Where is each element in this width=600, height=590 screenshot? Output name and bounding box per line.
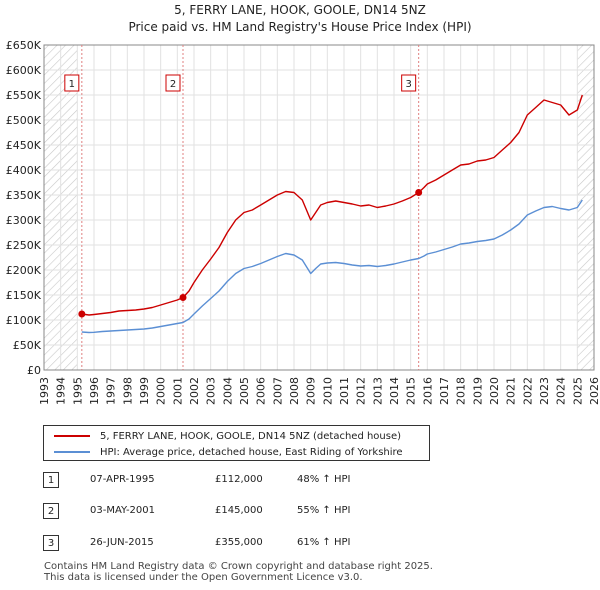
x-tick-label: 2001 bbox=[171, 377, 184, 405]
sale-price: £112,000 bbox=[215, 474, 263, 485]
sale-date: 26-JUN-2015 bbox=[90, 537, 154, 548]
footer: Contains HM Land Registry data © Crown c… bbox=[44, 561, 433, 583]
x-tick-label: 2002 bbox=[188, 377, 201, 405]
y-tick-label: £150K bbox=[6, 289, 42, 302]
y-tick-label: £500K bbox=[6, 114, 42, 127]
hatched-region bbox=[577, 45, 594, 370]
x-tick-label: 2003 bbox=[205, 377, 218, 405]
x-tick-label: 2020 bbox=[488, 377, 501, 405]
x-tick-label: 2018 bbox=[455, 377, 468, 405]
y-tick-label: £0 bbox=[27, 364, 41, 377]
sale-hpi-change: 48% ↑ HPI bbox=[297, 474, 351, 485]
y-tick-label: £250K bbox=[6, 239, 42, 252]
sale-row: 2 03-MAY-2001 £145,000 55% ↑ HPI bbox=[43, 503, 383, 521]
x-tick-label: 1998 bbox=[121, 377, 134, 405]
y-tick-label: £100K bbox=[6, 314, 42, 327]
x-tick-label: 2016 bbox=[421, 377, 434, 405]
y-tick-label: £600K bbox=[6, 64, 42, 77]
y-tick-label: £350K bbox=[6, 189, 42, 202]
sale-marker: 3 bbox=[43, 535, 59, 551]
sale-marker-label: 3 bbox=[405, 79, 411, 90]
sale-marker: 2 bbox=[43, 503, 59, 519]
y-tick-label: £200K bbox=[6, 264, 42, 277]
sale-point bbox=[415, 189, 423, 196]
x-tick-label: 2021 bbox=[505, 377, 518, 405]
x-tick-label: 2023 bbox=[538, 377, 551, 405]
x-tick-label: 2017 bbox=[438, 377, 451, 405]
legend-label-property: 5, FERRY LANE, HOOK, GOOLE, DN14 5NZ (de… bbox=[100, 430, 402, 442]
x-tick-label: 1994 bbox=[55, 377, 68, 405]
legend-swatch-property bbox=[54, 435, 90, 437]
x-tick-label: 2022 bbox=[521, 377, 534, 405]
sale-marker-box bbox=[165, 74, 181, 92]
sale-point bbox=[179, 294, 187, 301]
sale-price: £145,000 bbox=[215, 505, 263, 516]
x-tick-label: 2013 bbox=[371, 377, 384, 405]
sale-marker-label: 1 bbox=[69, 79, 75, 90]
sale-row: 3 26-JUN-2015 £355,000 61% ↑ HPI bbox=[43, 535, 383, 553]
sale-hpi-change: 55% ↑ HPI bbox=[297, 505, 351, 516]
x-tick-label: 2012 bbox=[355, 377, 368, 405]
y-tick-label: £50K bbox=[13, 339, 42, 352]
x-tick-label: 2011 bbox=[338, 377, 351, 405]
y-tick-label: £450K bbox=[6, 139, 42, 152]
x-tick-label: 1995 bbox=[71, 377, 84, 405]
x-tick-label: 2010 bbox=[321, 377, 334, 405]
chart-subtitle: Price paid vs. HM Land Registry's House … bbox=[128, 20, 471, 34]
plot-border bbox=[43, 44, 595, 371]
sale-marker-box bbox=[64, 74, 80, 92]
chart-title: 5, FERRY LANE, HOOK, GOOLE, DN14 5NZ bbox=[174, 3, 426, 17]
x-tick-label: 2004 bbox=[221, 377, 234, 405]
sale-price: £355,000 bbox=[215, 537, 263, 548]
sale-marker: 1 bbox=[43, 472, 59, 488]
legend-item-property: 5, FERRY LANE, HOOK, GOOLE, DN14 5NZ (de… bbox=[54, 429, 401, 443]
x-tick-label: 2000 bbox=[155, 377, 168, 405]
x-tick-label: 1997 bbox=[105, 377, 118, 405]
x-tick-label: 2006 bbox=[255, 377, 268, 405]
x-tick-label: 1999 bbox=[138, 377, 151, 405]
price-chart: 5, FERRY LANE, HOOK, GOOLE, DN14 5NZ Pri… bbox=[6, 3, 600, 405]
property-line bbox=[81, 94, 583, 316]
y-tick-label: £550K bbox=[6, 89, 42, 102]
footer-licence: This data is licensed under the Open Gov… bbox=[44, 572, 363, 583]
y-tick-label: £650K bbox=[6, 39, 42, 52]
sale-date: 03-MAY-2001 bbox=[90, 505, 156, 516]
hpi-line bbox=[81, 199, 583, 334]
legend-swatch-hpi bbox=[54, 451, 90, 453]
sale-date: 07-APR-1995 bbox=[90, 474, 155, 485]
sale-marker-label: 2 bbox=[170, 79, 176, 90]
y-tick-label: £300K bbox=[6, 214, 42, 227]
x-tick-label: 2015 bbox=[405, 377, 418, 405]
footer-copyright: Contains HM Land Registry data © Crown c… bbox=[44, 561, 433, 572]
x-tick-label: 2008 bbox=[288, 377, 301, 405]
x-tick-label: 2019 bbox=[471, 377, 484, 405]
sale-row: 1 07-APR-1995 £112,000 48% ↑ HPI bbox=[43, 472, 383, 490]
x-tick-label: 2014 bbox=[388, 377, 401, 405]
x-tick-label: 2024 bbox=[555, 377, 568, 405]
x-tick-label: 2025 bbox=[571, 377, 584, 405]
chart-legend: 5, FERRY LANE, HOOK, GOOLE, DN14 5NZ (de… bbox=[43, 425, 430, 461]
x-tick-label: 2007 bbox=[271, 377, 284, 405]
sale-hpi-change: 61% ↑ HPI bbox=[297, 537, 351, 548]
y-tick-label: £400K bbox=[6, 164, 42, 177]
legend-item-hpi: HPI: Average price, detached house, East… bbox=[54, 445, 403, 459]
legend-label-hpi: HPI: Average price, detached house, East… bbox=[100, 446, 403, 458]
x-tick-label: 2005 bbox=[238, 377, 251, 405]
x-tick-label: 2026 bbox=[588, 377, 600, 405]
x-tick-label: 2009 bbox=[305, 377, 318, 405]
sale-point bbox=[78, 310, 86, 318]
x-tick-label: 1996 bbox=[88, 377, 101, 405]
sale-marker-box bbox=[401, 74, 417, 92]
x-tick-label: 1993 bbox=[38, 377, 51, 405]
